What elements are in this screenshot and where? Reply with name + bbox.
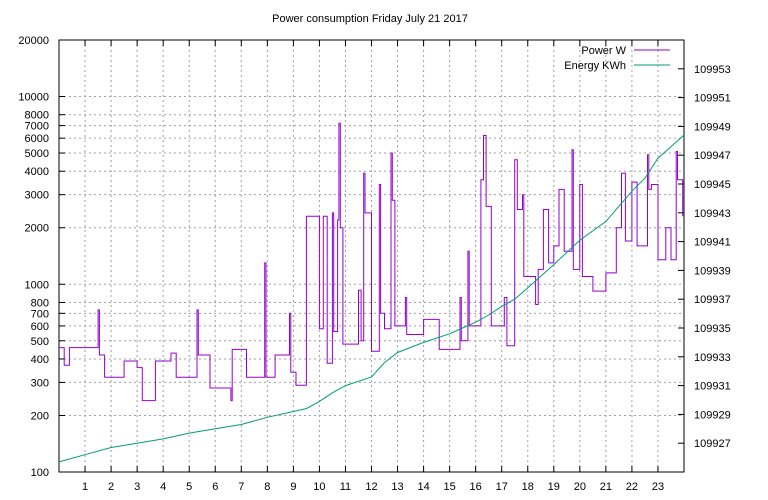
x-tick-label: 19 bbox=[548, 481, 560, 493]
y-right-tick-label: 109949 bbox=[694, 121, 731, 133]
y-left-tick-label: 2000 bbox=[25, 223, 49, 235]
y-right-tick-label: 109935 bbox=[694, 323, 731, 335]
y-left-tick-label: 4000 bbox=[25, 166, 49, 178]
y-right-tick-label: 109931 bbox=[694, 381, 731, 393]
legend: Power W Energy KWh bbox=[564, 45, 670, 72]
y-right-tick-label: 109937 bbox=[694, 294, 731, 306]
x-tick-label: 18 bbox=[522, 481, 534, 493]
y-right-tick-label: 109947 bbox=[694, 150, 731, 162]
y-left-tick-label: 100 bbox=[31, 467, 49, 479]
x-tick-label: 16 bbox=[470, 481, 482, 493]
y-left-tick-label: 500 bbox=[31, 336, 49, 348]
y-right-tick-label: 109939 bbox=[694, 265, 731, 277]
y-left-tick-label: 700 bbox=[31, 308, 49, 320]
x-tick-label: 22 bbox=[626, 481, 638, 493]
axis-ticks bbox=[59, 39, 684, 473]
x-tick-label: 11 bbox=[340, 481, 351, 493]
y-left-tick-label: 1000 bbox=[25, 279, 49, 291]
y-left-tick-label: 300 bbox=[31, 377, 49, 389]
y-left-tick-label: 20000 bbox=[18, 35, 49, 47]
y-left-tick-label: 400 bbox=[31, 354, 49, 366]
x-tick-label: 2 bbox=[108, 481, 114, 493]
series-energy-kwh bbox=[58, 134, 685, 463]
x-tick-label: 17 bbox=[496, 481, 508, 493]
y-right-tick-label: 109933 bbox=[694, 352, 731, 364]
x-tick-label: 20 bbox=[574, 481, 586, 493]
x-tick-label: 15 bbox=[444, 481, 456, 493]
y-right-tick-label: 109927 bbox=[694, 438, 731, 450]
y-left-tick-label: 8000 bbox=[25, 110, 49, 122]
y-left-tick-label: 6000 bbox=[25, 133, 49, 145]
y-left-tick-label: 800 bbox=[31, 297, 49, 309]
x-tick-label: 7 bbox=[238, 481, 244, 493]
series-power-w bbox=[59, 122, 684, 402]
y-left-tick-label: 10000 bbox=[18, 92, 49, 104]
tick-labels: 1 2 3 4 5 6 7 8 9 10 11 12 13 14 15 16 17 18 19 20 21 22 23100… bbox=[18, 35, 730, 493]
x-tick-label: 5 bbox=[186, 481, 192, 493]
x-tick-label: 3 bbox=[134, 481, 140, 493]
y-right-tick-label: 109929 bbox=[694, 409, 731, 421]
y-right-tick-label: 109943 bbox=[694, 208, 731, 220]
x-tick-label: 13 bbox=[391, 481, 403, 493]
chart-title: Power consumption Friday July 21 2017 bbox=[272, 13, 468, 25]
x-tick-label: 14 bbox=[417, 481, 429, 493]
x-tick-label: 4 bbox=[160, 481, 166, 493]
x-tick-label: 9 bbox=[290, 481, 296, 493]
x-tick-label: 12 bbox=[365, 481, 377, 493]
y-right-tick-label: 109953 bbox=[694, 64, 731, 76]
legend-label: Energy KWh bbox=[564, 60, 626, 72]
y-right-tick-label: 109945 bbox=[694, 179, 731, 191]
y-right-tick-label: 109951 bbox=[694, 93, 731, 105]
y-left-tick-label: 7000 bbox=[25, 121, 49, 133]
x-tick-label: 1 bbox=[82, 481, 88, 493]
y-left-tick-label: 200 bbox=[31, 410, 49, 422]
legend-label: Power W bbox=[581, 45, 626, 57]
series-lines bbox=[58, 122, 685, 463]
y-left-tick-label: 5000 bbox=[25, 148, 49, 160]
x-tick-label: 6 bbox=[212, 481, 218, 493]
x-tick-label: 21 bbox=[600, 481, 612, 493]
x-tick-label: 8 bbox=[264, 481, 270, 493]
x-tick-label: 23 bbox=[652, 481, 664, 493]
y-left-tick-label: 600 bbox=[31, 321, 49, 333]
y-right-tick-label: 109941 bbox=[694, 237, 731, 249]
y-left-tick-label: 3000 bbox=[25, 190, 49, 202]
x-tick-label: 10 bbox=[313, 481, 325, 493]
